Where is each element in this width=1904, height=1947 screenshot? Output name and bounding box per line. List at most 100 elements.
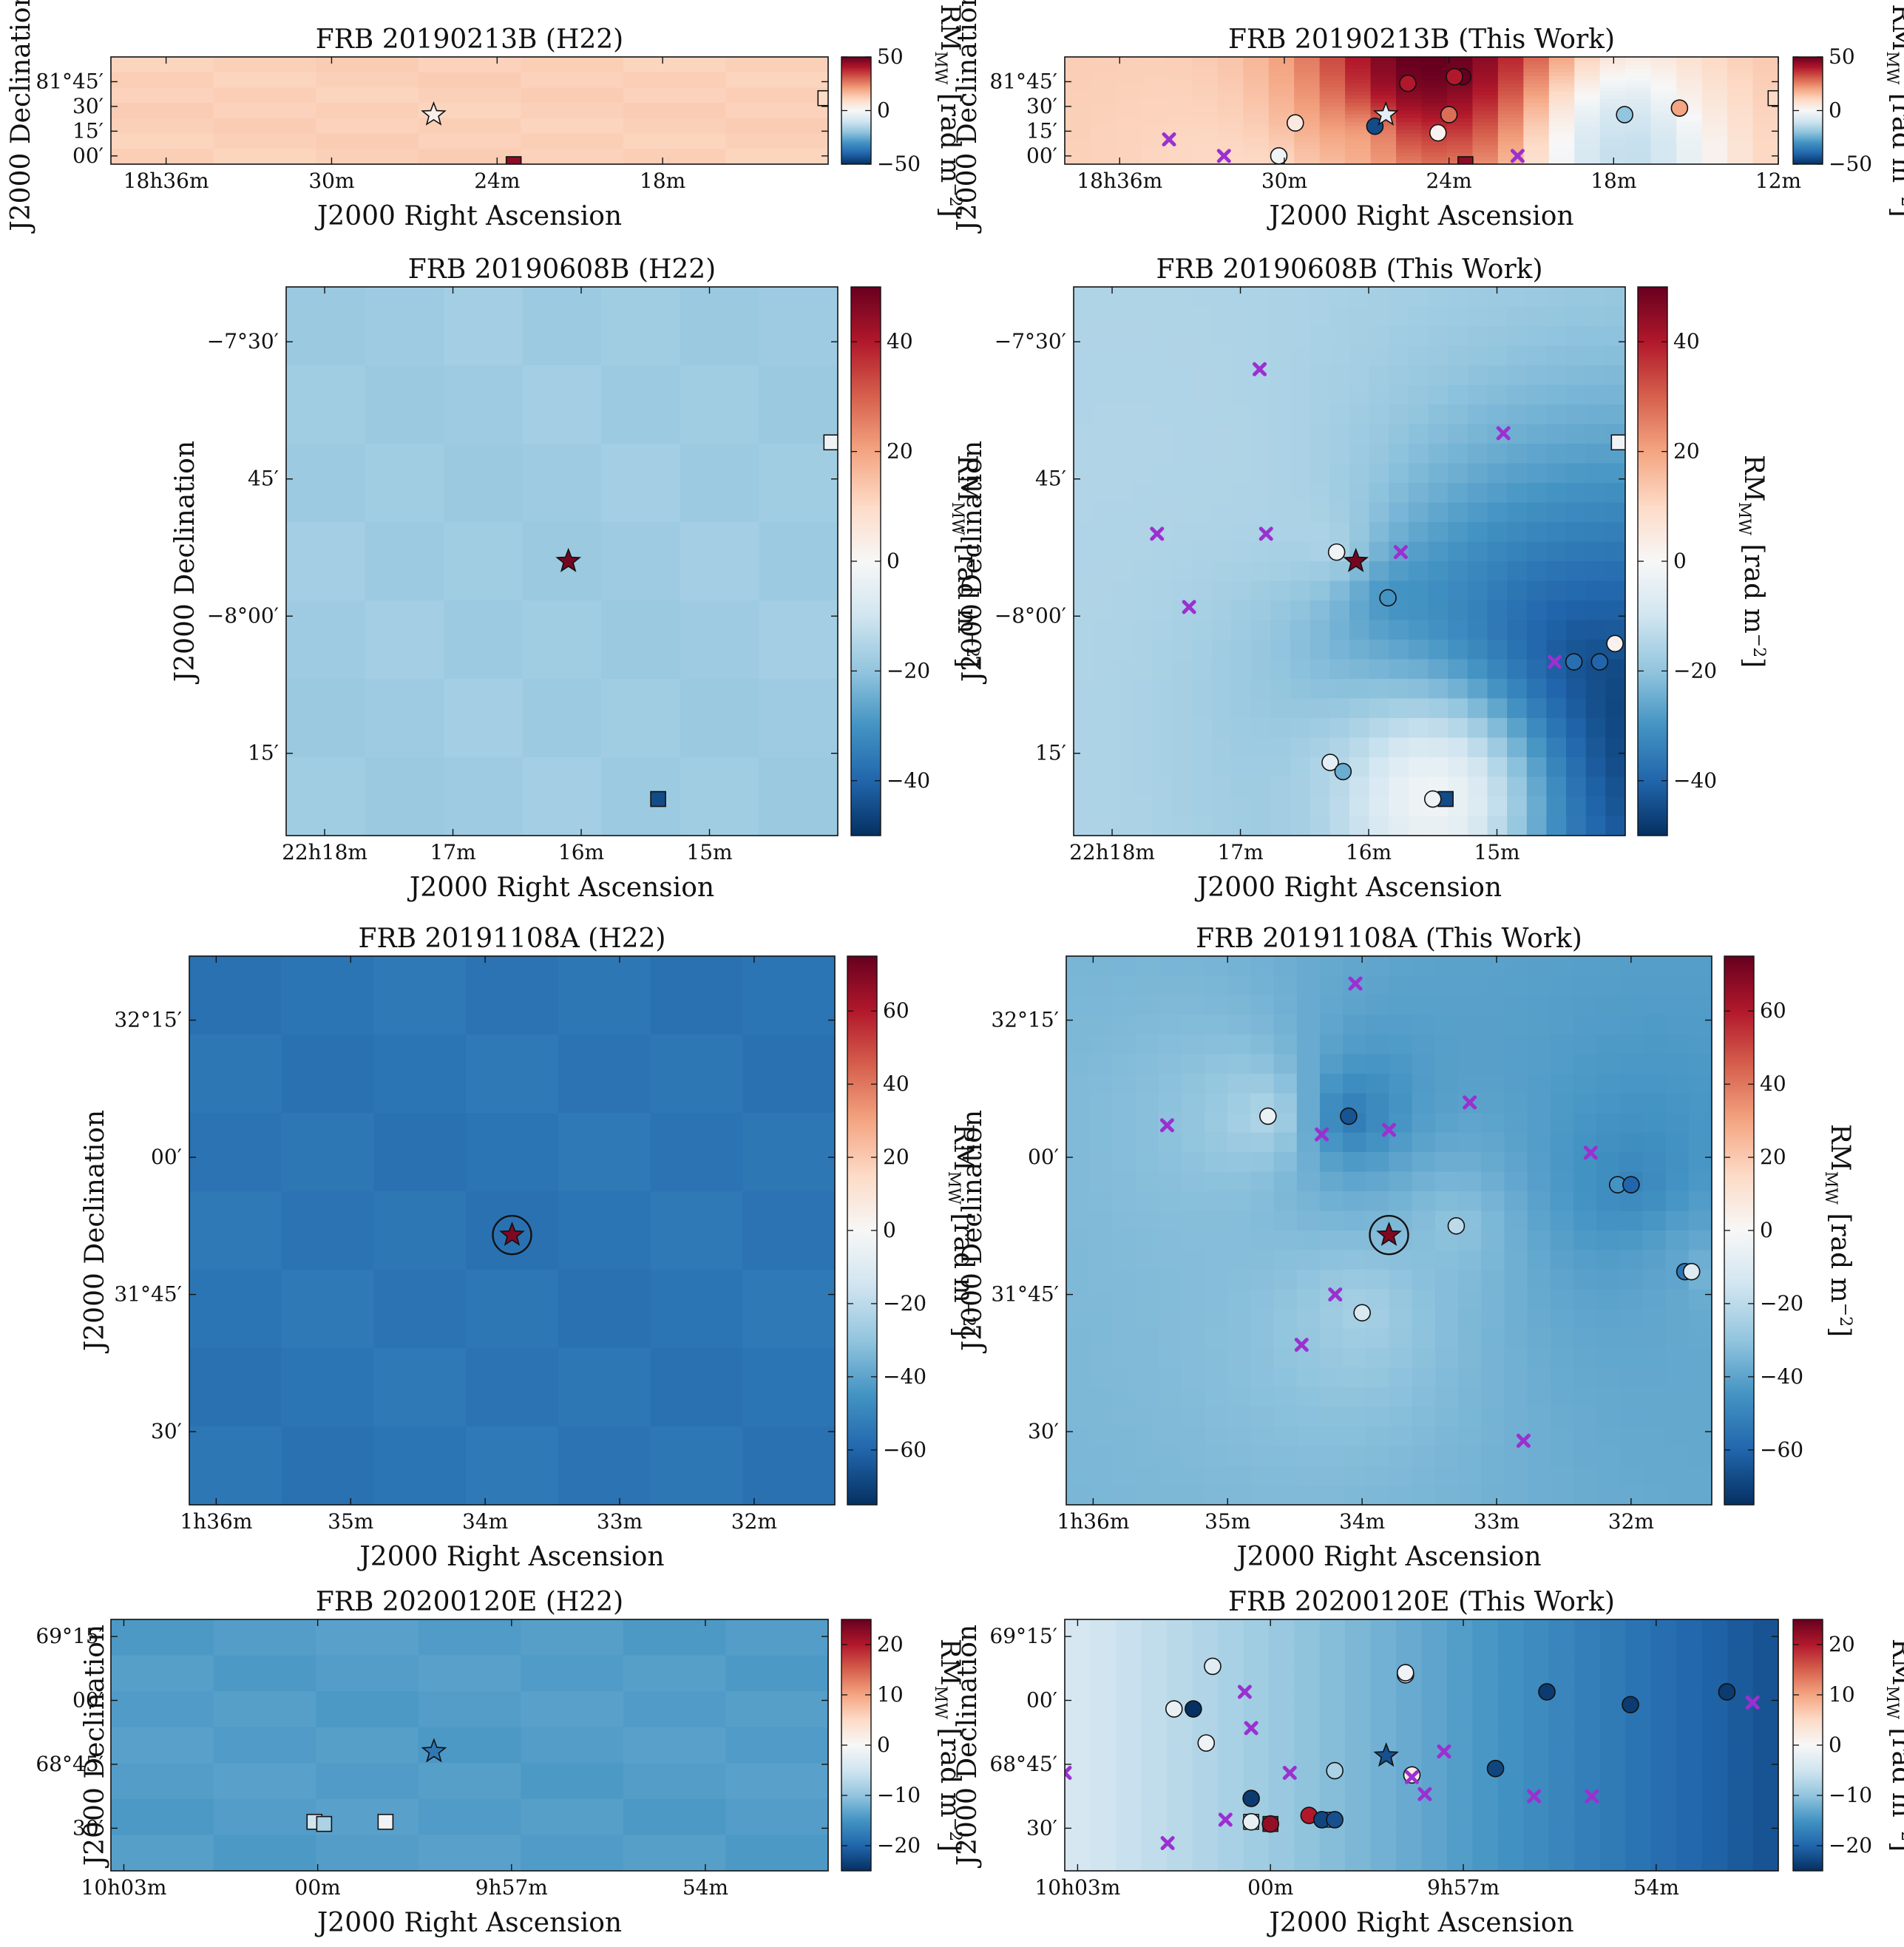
circle-marker [1429,123,1447,142]
panel-title: FRB 20191108A (H22) [359,924,666,954]
colorbar-tick-label: 60 [1760,998,1786,1023]
colorbar-tick-label: −40 [887,768,930,793]
x-tick-label: 16m [558,840,604,864]
colorbar-tick-label: 50 [877,44,904,69]
cross-marker [1159,1118,1174,1133]
colorbar-tick-label: −20 [877,1833,921,1858]
colorbar-tick-label: −20 [1829,1833,1872,1858]
panel-20190213B-this-work: FRB 20190213B (This Work) 18h36m 30m 24m 18m… [952,0,1904,234]
x-axis-label: J2000 Right Ascension [314,1908,622,1938]
colorbar-tick-label: −50 [877,152,921,176]
y-tick-label: 68°45′ [989,1752,1057,1776]
frb-star-marker [555,547,582,572]
circle-marker [1606,634,1624,653]
x-tick-label: 17m [1217,840,1263,864]
circle-marker [1538,1683,1556,1701]
y-tick-label: 81°45′ [989,69,1057,93]
circle-marker [1440,106,1458,123]
circle-marker [1353,1304,1371,1322]
circle-marker [1165,1700,1183,1718]
y-tick-label: 68°45′ [35,1752,104,1776]
square-marker [505,156,522,164]
colorbar-tick-label: −10 [1829,1783,1872,1807]
plot-frame [189,955,836,1506]
colorbar-tick-label: 0 [1829,98,1842,123]
cross-marker [1393,545,1408,560]
y-axis-label: J2000 Declination [958,1110,988,1354]
x-tick-label: 24m [474,169,520,193]
y-tick-label: 15′ [1035,741,1066,765]
cross-marker [1294,1338,1309,1352]
cross-marker [1315,1127,1329,1142]
circle-marker [1334,762,1352,781]
x-tick-label: 10h03m [81,1875,167,1900]
panel-20191108A-h22: FRB 20191108A (H22) 1h36m 35m 34m 33m 32m 32°1… [80,924,978,1572]
circle-marker [1326,1761,1344,1780]
x-tick-label: 32m [1608,1509,1654,1534]
colorbar-tick-label: 20 [883,1145,909,1169]
y-tick-label: 31°45′ [991,1282,1059,1307]
colorbar-tick-label: 20 [1673,439,1700,464]
circle-marker [1197,1734,1216,1752]
colorbar-tick-label: 0 [1673,549,1687,573]
colorbar-tick-label: −40 [1760,1364,1803,1389]
panel-title: FRB 20200120E (H22) [316,1587,623,1617]
y-tick-label: 00′ [1028,1145,1059,1169]
x-tick-label: 24m [1426,169,1472,193]
circle-marker [1204,1657,1222,1676]
heatmap [286,287,838,836]
x-axis-label: J2000 Right Ascension [1266,201,1573,231]
markers [1150,362,1625,808]
panel-20190608B-this-work: FRB 20190608B (This Work) 22h18m 17m 16m 15m… [958,254,1769,903]
cross-marker [1382,1123,1396,1137]
colorbar-tick-label: 40 [1673,329,1700,353]
cross-marker [1548,654,1562,669]
cross-marker [1282,1765,1297,1780]
x-tick-label: 15m [1474,840,1520,864]
cross-marker [1258,526,1273,541]
x-tick-label: 00m [295,1875,341,1900]
colorbar-label: RMMW [rad m−2] [944,1124,978,1337]
x-axis-label: J2000 Right Ascension [356,1542,664,1572]
colorbar-tick-label: 60 [883,998,909,1023]
y-tick-label: 15′ [72,118,104,143]
colorbar-label: RMMW [rad m−2] [1735,455,1769,668]
cross-marker [1150,526,1165,541]
colorbar-tick-label: 40 [887,329,913,353]
colorbar-tick-label: −50 [1829,152,1872,176]
y-tick-label: 32°15′ [991,1008,1059,1032]
x-tick-label: 15m [686,840,732,864]
heatmap [1065,57,1778,164]
colorbar-tick-label: 0 [877,98,890,123]
panel-20191108A-this-work: FRB 20191108A (This Work) 1h36m 35m 34m 33m 3… [958,924,1855,1572]
colorbar-label: RMMW [rad m−2] [1821,1124,1855,1337]
circle-marker [1590,653,1609,671]
x-tick-label: 54m [682,1875,728,1900]
x-tick-label: 35m [1205,1509,1250,1534]
y-tick-label: 00′ [72,1687,104,1712]
colorbar-tick-label: 10 [877,1682,904,1707]
x-axis-label: J2000 Right Ascension [1194,873,1502,903]
colorbar-tick-label: −60 [883,1438,926,1462]
colorbar-tick-label: −40 [883,1364,926,1389]
cross-marker [1585,1789,1599,1804]
y-tick-label: −7°30′ [207,329,279,353]
colorbar-tick-label: 10 [1829,1682,1855,1707]
y-tick-label: 30′ [151,1419,182,1443]
markers [555,434,838,807]
colorbar-tick-label: 0 [1829,1733,1842,1757]
circle-marker [1185,1700,1202,1718]
colorbar-tick-label: 20 [1760,1145,1786,1169]
circle-marker [1486,1759,1505,1778]
circle-marker [1261,1815,1279,1833]
y-axis-label: J2000 Declination [958,441,988,685]
frb-star-marker [499,1221,525,1246]
y-tick-label: 15′ [1026,118,1057,143]
frb-star-marker [1372,101,1399,126]
markers [306,1738,447,1832]
x-tick-label: 33m [597,1509,643,1534]
colorbar-tick-label: −20 [1760,1291,1803,1316]
panel-20190213B-h22: FRB 20190213B (H22) 18h36m 30m 24m 18m 81°45′… [6,0,965,234]
y-axis-label: J2000 Declination [952,1625,983,1869]
plot-frame [1073,286,1626,836]
